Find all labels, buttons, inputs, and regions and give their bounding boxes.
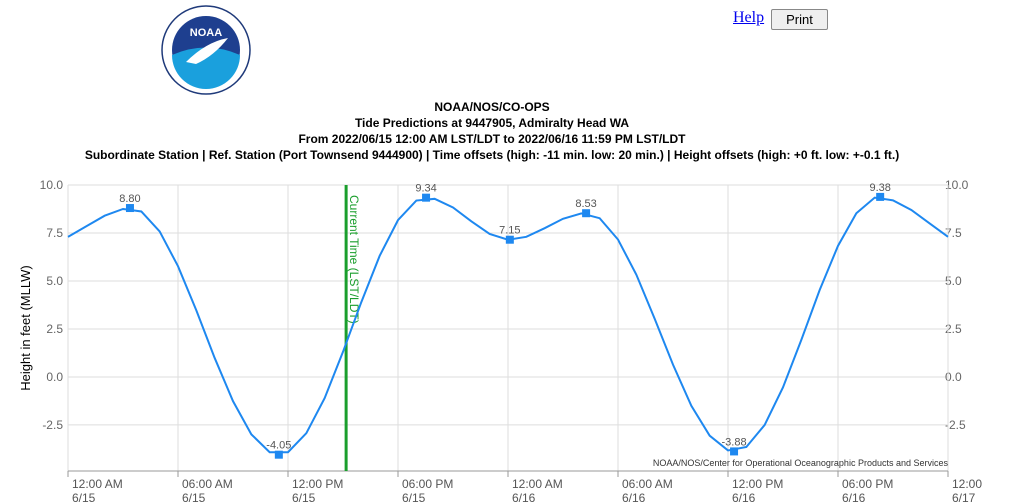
x-tick-label-line: 6/15 bbox=[402, 491, 426, 503]
logo-text: NOAA bbox=[190, 27, 222, 39]
tide-marker bbox=[505, 235, 514, 244]
x-tick-label-line: 6/15 bbox=[72, 491, 96, 503]
y-tick-label: 0.0 bbox=[46, 370, 63, 384]
x-tick-label: 06:00 PM 6/16 bbox=[842, 477, 893, 503]
value-label: 9.34 bbox=[415, 183, 436, 195]
noaa-logo: NOAA bbox=[161, 5, 251, 95]
x-tick-label-line: 12:00 PM bbox=[732, 477, 783, 491]
chart-subtitle: From 2022/06/15 12:00 AM LST/LDT to 2022… bbox=[298, 132, 686, 146]
x-tick-label-line: 6/16 bbox=[512, 491, 536, 503]
value-label: -4.05 bbox=[266, 440, 291, 452]
y-tick-label: 7.5 bbox=[46, 226, 63, 240]
tide-marker bbox=[422, 193, 431, 202]
x-tick-label-line: 12:00 AM bbox=[72, 477, 123, 491]
chart-subtitle: Tide Predictions at 9447905, Admiralty H… bbox=[355, 116, 629, 130]
x-tick-label-line: 06:00 PM bbox=[842, 477, 893, 491]
value-label: -3.88 bbox=[722, 436, 747, 448]
x-tick-label-line: 6/16 bbox=[622, 491, 646, 503]
value-label: 8.80 bbox=[119, 193, 140, 205]
chart-title: NOAA/NOS/CO-OPS bbox=[434, 100, 549, 114]
tide-marker bbox=[274, 450, 283, 459]
x-tick-label-line: 6/16 bbox=[842, 491, 866, 503]
y-tick-label-right: 2.5 bbox=[945, 322, 962, 336]
y-tick-label: 10.0 bbox=[40, 178, 64, 192]
x-tick-label-line: 6/17 bbox=[952, 491, 976, 503]
y-tick-label-right: 0.0 bbox=[945, 370, 962, 384]
x-tick-label-line: 6/15 bbox=[292, 491, 316, 503]
x-tick-label: 12:00 AM 6/16 bbox=[512, 477, 563, 503]
current-time-label: Current Time (LST/LDT) bbox=[347, 195, 361, 324]
y-tick-label: -2.5 bbox=[42, 418, 63, 432]
tide-marker bbox=[876, 192, 885, 201]
tide-marker bbox=[730, 447, 739, 456]
x-tick-label-line: 12:00 AM bbox=[512, 477, 563, 491]
y-tick-label-right: 5.0 bbox=[945, 274, 962, 288]
y-tick-label-right: 10.0 bbox=[945, 178, 969, 192]
tide-marker bbox=[125, 204, 134, 213]
chart-subtitle: Subordinate Station | Ref. Station (Port… bbox=[85, 148, 899, 162]
y-axis-label: Height in feet (MLLW) bbox=[18, 265, 33, 390]
x-tick-label-line: 06:00 PM bbox=[402, 477, 453, 491]
y-tick-label: 2.5 bbox=[46, 322, 63, 336]
x-tick-label-line: 12:00 PM bbox=[292, 477, 343, 491]
y-tick-label-right: -2.5 bbox=[945, 418, 966, 432]
x-tick-label-line: 12:00 bbox=[952, 477, 982, 491]
x-tick-label-line: 6/16 bbox=[732, 491, 756, 503]
value-label: 7.15 bbox=[499, 225, 520, 237]
y-tick-label: 5.0 bbox=[46, 274, 63, 288]
x-tick-label-line: 6/15 bbox=[182, 491, 206, 503]
x-tick-label: 12:00 PM 6/16 bbox=[732, 477, 783, 503]
print-button[interactable]: Print bbox=[771, 9, 828, 30]
x-tick-label: 06:00 PM 6/15 bbox=[402, 477, 453, 503]
tide-marker bbox=[582, 209, 591, 218]
x-tick-label: 12:00 6/17 bbox=[952, 477, 982, 503]
x-tick-label: 06:00 AM 6/15 bbox=[182, 477, 233, 503]
value-label: 9.38 bbox=[869, 182, 890, 194]
x-tick-label: 12:00 PM 6/15 bbox=[292, 477, 343, 503]
value-label: 8.53 bbox=[575, 198, 596, 210]
x-tick-label-line: 06:00 AM bbox=[622, 477, 673, 491]
y-tick-label-right: 7.5 bbox=[945, 226, 962, 240]
x-tick-label: 12:00 AM 6/15 bbox=[72, 477, 123, 503]
help-link[interactable]: Help bbox=[733, 9, 765, 26]
x-tick-label-line: 06:00 AM bbox=[182, 477, 233, 491]
x-tick-label: 06:00 AM 6/16 bbox=[622, 477, 673, 503]
credit: NOAA/NOS/Center for Operational Oceanogr… bbox=[653, 458, 949, 468]
